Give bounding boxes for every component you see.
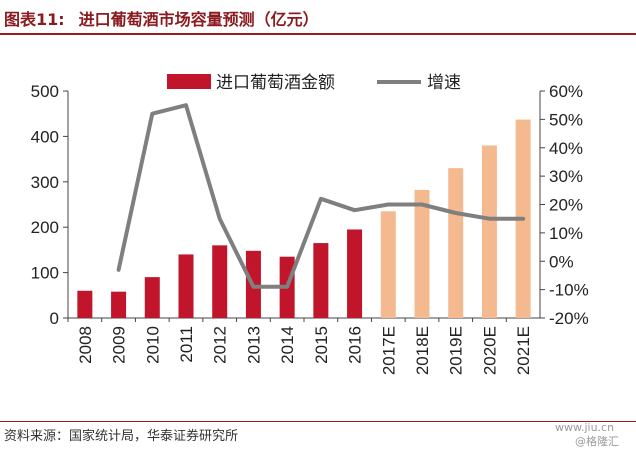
figure-header: 图表11: 进口葡萄酒市场容量预测（亿元） xyxy=(0,0,636,35)
chart: 0 100 200 300 400 500 -20% -10% 0% 10% 20% 30% 40% 50… xyxy=(31,73,589,375)
figure-label: 图表11: xyxy=(4,10,65,29)
left-tick-label: 500 xyxy=(31,82,59,101)
right-tick-label: 20% xyxy=(549,196,583,215)
bar xyxy=(347,229,363,318)
right-tick-label: 10% xyxy=(549,224,583,243)
x-tick-label: 2013 xyxy=(244,326,263,364)
figure-title: 图表11: 进口葡萄酒市场容量预测（亿元） xyxy=(4,6,319,30)
right-tick-label: -20% xyxy=(549,309,589,328)
bar xyxy=(111,291,127,318)
x-tick-label: 2021E xyxy=(514,326,533,375)
x-tick-label: 2015 xyxy=(312,326,331,364)
x-tick-label: 2014 xyxy=(278,326,297,364)
bar xyxy=(448,168,464,318)
legend-bar-swatch xyxy=(167,74,211,89)
left-tick-label: 0 xyxy=(50,309,59,328)
watermark-brand: @格隆汇 xyxy=(575,435,619,448)
right-tick-label: 30% xyxy=(549,167,583,186)
x-tick-label: 2018E xyxy=(413,326,432,375)
x-tick-label: 2008 xyxy=(76,326,95,364)
bar xyxy=(481,145,497,318)
bar xyxy=(144,277,160,318)
source-note: 资料来源：国家统计局，华泰证券研究所 xyxy=(4,429,239,444)
bar xyxy=(380,211,396,318)
x-tick-label: 2020E xyxy=(480,326,499,375)
watermark-url: www.jiu.cn xyxy=(555,421,615,434)
x-tick-label: 2011 xyxy=(177,326,196,363)
left-tick-label: 400 xyxy=(31,127,59,146)
bar xyxy=(212,245,228,318)
x-tick-label: 2017E xyxy=(379,326,398,375)
right-tick-label: 60% xyxy=(549,82,583,101)
x-tick-label: 2010 xyxy=(143,326,162,364)
bar xyxy=(313,243,329,318)
bar xyxy=(178,254,194,318)
x-tick-label: 2009 xyxy=(110,326,129,364)
legend-line-label: 增速 xyxy=(427,73,461,93)
x-tick-label: 2019E xyxy=(447,326,466,375)
left-tick-label: 200 xyxy=(31,218,59,237)
x-tick-label: 2016 xyxy=(346,326,365,364)
growth-line xyxy=(116,103,526,289)
right-tick-label: 50% xyxy=(549,110,583,129)
right-tick-label: -10% xyxy=(549,281,589,300)
title-rule xyxy=(0,33,636,35)
left-tick-label: 300 xyxy=(31,173,59,192)
figure-title-text: 进口葡萄酒市场容量预测（亿元） xyxy=(78,10,319,29)
right-tick-label: 0% xyxy=(549,252,574,271)
x-tick-label: 2012 xyxy=(211,326,230,364)
right-tick-label: 40% xyxy=(549,139,583,158)
left-tick-label: 100 xyxy=(31,264,59,283)
source-rule xyxy=(0,421,636,422)
bar xyxy=(77,290,93,318)
bar xyxy=(414,189,430,318)
legend-bar-label: 进口葡萄酒金额 xyxy=(216,73,335,93)
